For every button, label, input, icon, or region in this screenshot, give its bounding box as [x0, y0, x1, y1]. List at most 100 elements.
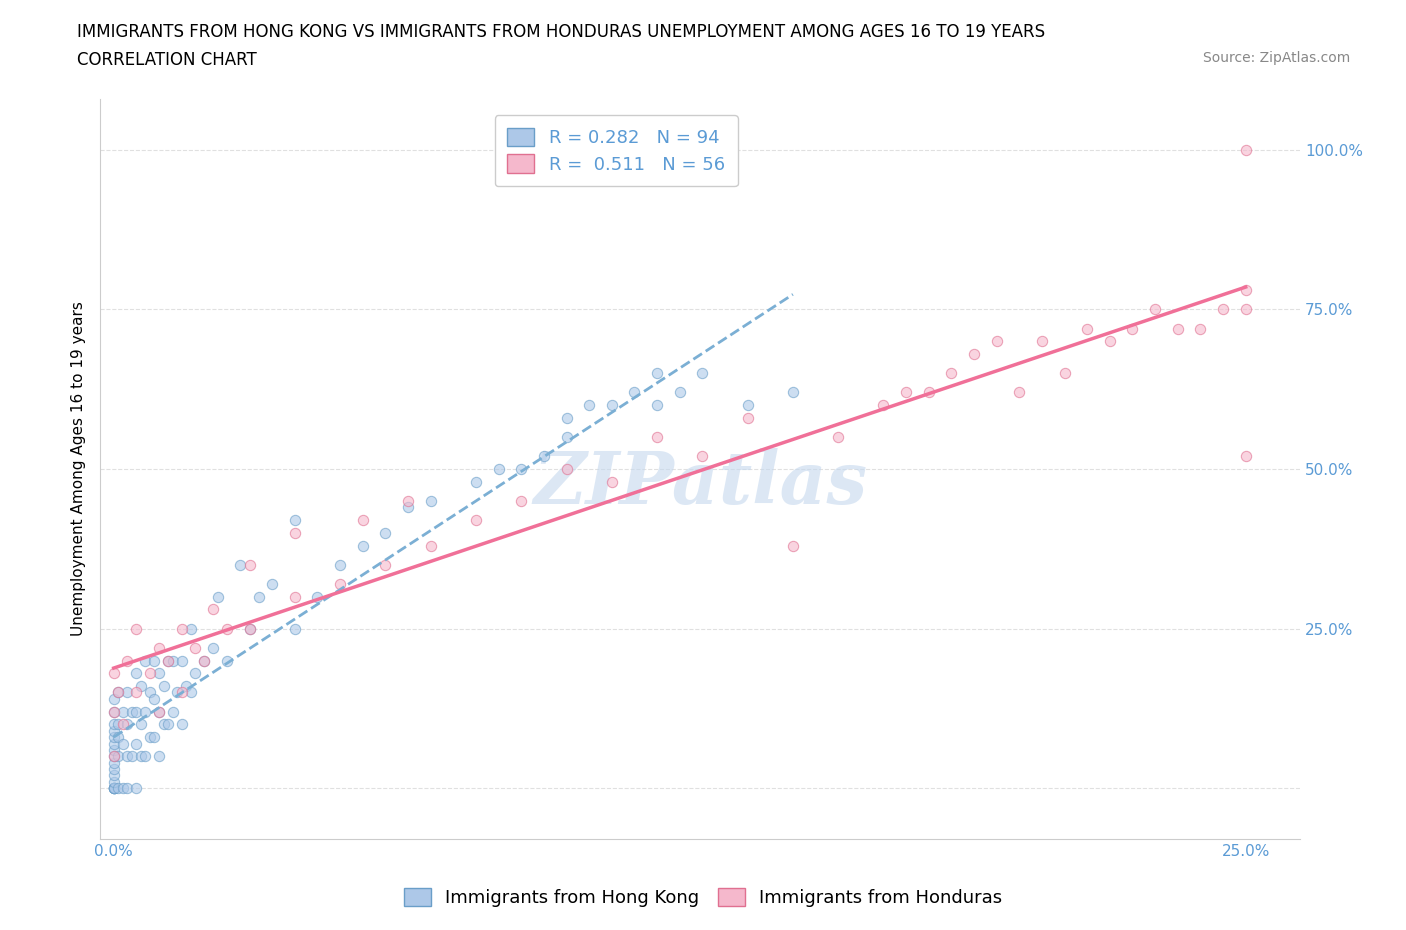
Point	[193, 653, 215, 668]
Point	[374, 557, 396, 572]
Point	[184, 666, 207, 681]
Point	[555, 430, 578, 445]
Point	[1234, 283, 1257, 298]
Point	[284, 525, 307, 540]
Point	[103, 704, 125, 719]
Point	[555, 461, 578, 476]
Point	[107, 781, 129, 796]
Point	[465, 512, 488, 527]
Point	[872, 398, 894, 413]
Point	[941, 365, 963, 380]
Text: ZIPatlas: ZIPatlas	[533, 448, 868, 519]
Point	[419, 538, 441, 553]
Point	[510, 494, 533, 509]
Point	[645, 365, 668, 380]
Point	[129, 749, 152, 764]
Point	[103, 781, 125, 796]
Point	[1053, 365, 1076, 380]
Text: IMMIGRANTS FROM HONG KONG VS IMMIGRANTS FROM HONDURAS UNEMPLOYMENT AMONG AGES 16: IMMIGRANTS FROM HONG KONG VS IMMIGRANTS …	[77, 23, 1046, 41]
Point	[170, 621, 193, 636]
Point	[374, 525, 396, 540]
Point	[103, 755, 125, 770]
Point	[129, 679, 152, 694]
Point	[125, 704, 148, 719]
Point	[215, 621, 238, 636]
Point	[103, 691, 125, 706]
Point	[352, 512, 374, 527]
Point	[1008, 385, 1031, 400]
Point	[645, 398, 668, 413]
Text: Source: ZipAtlas.com: Source: ZipAtlas.com	[1202, 51, 1350, 65]
Point	[134, 653, 156, 668]
Point	[238, 621, 260, 636]
Point	[1076, 321, 1098, 336]
Point	[623, 385, 645, 400]
Point	[148, 666, 170, 681]
Point	[121, 749, 143, 764]
Point	[162, 653, 184, 668]
Point	[117, 653, 139, 668]
Point	[103, 666, 125, 681]
Point	[918, 385, 941, 400]
Point	[184, 641, 207, 656]
Point	[125, 685, 148, 700]
Point	[111, 737, 134, 751]
Point	[170, 685, 193, 700]
Point	[125, 621, 148, 636]
Point	[600, 474, 623, 489]
Point	[107, 685, 129, 700]
Point	[148, 704, 170, 719]
Point	[107, 749, 129, 764]
Point	[284, 621, 307, 636]
Point	[238, 557, 260, 572]
Point	[152, 679, 174, 694]
Y-axis label: Unemployment Among Ages 16 to 19 years: Unemployment Among Ages 16 to 19 years	[72, 301, 86, 636]
Point	[238, 621, 260, 636]
Point	[1031, 334, 1053, 349]
Point	[143, 730, 166, 745]
Point	[396, 500, 419, 515]
Point	[148, 749, 170, 764]
Point	[396, 494, 419, 509]
Point	[692, 449, 714, 464]
Point	[162, 704, 184, 719]
Point	[782, 385, 804, 400]
Legend: Immigrants from Hong Kong, Immigrants from Honduras: Immigrants from Hong Kong, Immigrants fr…	[395, 879, 1011, 916]
Point	[1234, 449, 1257, 464]
Text: CORRELATION CHART: CORRELATION CHART	[77, 51, 257, 69]
Point	[247, 590, 270, 604]
Point	[465, 474, 488, 489]
Point	[202, 641, 225, 656]
Point	[107, 730, 129, 745]
Point	[668, 385, 690, 400]
Point	[737, 398, 759, 413]
Point	[103, 704, 125, 719]
Point	[1234, 142, 1257, 157]
Point	[103, 781, 125, 796]
Point	[262, 577, 284, 591]
Point	[121, 704, 143, 719]
Point	[129, 717, 152, 732]
Point	[103, 768, 125, 783]
Point	[103, 781, 125, 796]
Point	[215, 653, 238, 668]
Point	[1167, 321, 1189, 336]
Point	[143, 653, 166, 668]
Point	[103, 781, 125, 796]
Point	[111, 781, 134, 796]
Point	[533, 449, 555, 464]
Point	[174, 679, 197, 694]
Point	[111, 717, 134, 732]
Point	[986, 334, 1008, 349]
Point	[117, 717, 139, 732]
Point	[117, 685, 139, 700]
Point	[193, 653, 215, 668]
Point	[103, 730, 125, 745]
Point	[1189, 321, 1212, 336]
Point	[117, 781, 139, 796]
Point	[894, 385, 917, 400]
Point	[157, 653, 180, 668]
Point	[555, 410, 578, 425]
Point	[284, 512, 307, 527]
Point	[737, 410, 759, 425]
